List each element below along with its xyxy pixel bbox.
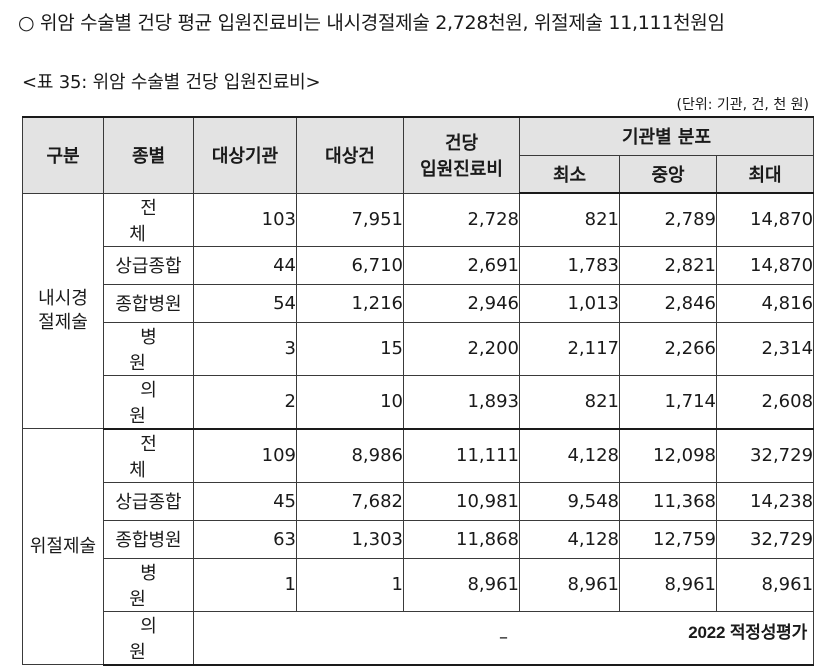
cost-cell: 2,946: [403, 283, 520, 323]
max-cell: 2,608: [715, 374, 815, 430]
median-cell: 12,759: [619, 519, 717, 559]
institutions-cell: 103: [193, 192, 297, 247]
min-cell: 8,961: [519, 557, 620, 612]
col-header-distribution: 기관별 분포: [518, 116, 815, 156]
table-row: 상급종합 45 7,682 10,981 9,548 11,368 14,238: [23, 481, 815, 521]
col-header-type: 종별: [103, 116, 194, 194]
table-row: 종합병원 54 1,216 2,946 1,013 2,846 4,816: [23, 283, 815, 323]
median-cell: 12,098: [619, 428, 717, 483]
group-label-line2: 절제술: [38, 311, 88, 333]
cases-cell: 7,682: [296, 481, 404, 521]
cases-cell: 1: [296, 557, 404, 612]
institutions-cell: 109: [193, 428, 297, 483]
type-cell: 상급종합: [103, 245, 194, 285]
no-data-cell: – 2022 적정성평가: [192, 610, 815, 666]
median-cell: 2,266: [619, 321, 717, 376]
cases-cell: 7,951: [296, 192, 404, 247]
type-cell: 전체: [103, 192, 194, 247]
max-cell: 32,729: [715, 519, 815, 559]
min-cell: 9,548: [519, 481, 620, 521]
type-cell: 종합병원: [103, 283, 194, 323]
table-row: 위절제술 전체 109 8,986 11,111 4,128 12,098 32…: [22, 428, 815, 665]
cost-table: 구분 종별 대상기관 대상건 건당 입원진료비 기관별 분포 최소 중앙 최대 …: [22, 116, 815, 666]
cost-cell: 1,893: [403, 374, 520, 430]
median-cell: 8,961: [619, 557, 717, 612]
col-header-max: 최대: [715, 154, 815, 194]
group-label-endoscopic: 내시경 절제술: [22, 192, 104, 429]
institutions-cell: 44: [193, 245, 297, 285]
median-cell: 11,368: [619, 481, 717, 521]
col-header-median: 중앙: [619, 154, 717, 194]
type-cell: 종합병원: [103, 519, 194, 559]
min-cell: 1,783: [519, 245, 620, 285]
col-header-institutions: 대상기관: [193, 116, 297, 194]
cost-cell: 10,981: [403, 481, 520, 521]
cases-cell: 15: [296, 321, 404, 376]
type-cell: 의원: [103, 610, 194, 666]
cost-cell: 2,200: [403, 321, 520, 376]
max-cell: 14,870: [715, 245, 815, 285]
group-label-line1: 내시경: [38, 288, 88, 310]
col-header-cost-line2: 입원진료비: [420, 159, 503, 181]
dash-mark: –: [499, 627, 509, 648]
col-header-min: 최소: [519, 154, 620, 194]
cases-cell: 8,986: [296, 428, 404, 483]
table-row: 종합병원 63 1,303 11,868 4,128 12,759 32,729: [23, 519, 815, 559]
max-cell: 2,314: [715, 321, 815, 376]
col-header-cases: 대상건: [296, 116, 404, 194]
min-cell: 821: [519, 192, 620, 247]
type-cell: 상급종합: [103, 481, 194, 521]
table-caption: <표 35: 위암 수술별 건당 입원진료비>: [22, 72, 321, 93]
table-row: 내시경 절제술 전체 103 7,951 2,728 821 2,789 14,…: [22, 192, 815, 429]
max-cell: 14,238: [715, 481, 815, 521]
max-cell: 32,729: [715, 428, 815, 483]
cost-cell: 8,961: [403, 557, 520, 612]
min-cell: 821: [519, 374, 620, 430]
col-header-cost-line1: 건당: [444, 133, 479, 155]
institutions-cell: 3: [193, 321, 297, 376]
cases-cell: 10: [296, 374, 404, 430]
type-cell: 의원: [103, 374, 194, 430]
cases-cell: 1,216: [296, 283, 404, 323]
median-cell: 2,846: [619, 283, 717, 323]
type-cell: 병원: [103, 557, 194, 612]
median-cell: 2,789: [619, 192, 717, 247]
col-header-cost: 건당 입원진료비: [403, 116, 520, 194]
col-header-group: 구분: [22, 116, 104, 194]
subheader-row: 최소 중앙 최대: [23, 154, 815, 194]
cost-cell: 11,868: [403, 519, 520, 559]
header-row: 구분 종별 대상기관 대상건 건당 입원진료비 기관별 분포: [22, 116, 815, 194]
institutions-cell: 54: [193, 283, 297, 323]
table-row: 의원 – 2022 적정성평가: [23, 610, 815, 666]
table-row: 상급종합 44 6,710 2,691 1,783 2,821 14,870: [23, 245, 815, 285]
institutions-cell: 1: [193, 557, 297, 612]
evaluation-watermark: 2022 적정성평가: [688, 622, 808, 642]
median-cell: 1,714: [619, 374, 717, 430]
group-label-gastrectomy: 위절제술: [22, 428, 104, 665]
table-row: 의원 2 10 1,893 821 1,714 2,608: [23, 374, 815, 430]
institutions-cell: 63: [193, 519, 297, 559]
type-cell: 전체: [103, 428, 194, 483]
cost-cell: 2,728: [403, 192, 520, 247]
min-cell: 2,117: [519, 321, 620, 376]
unit-note: (단위: 기관, 건, 천 원): [676, 97, 809, 113]
institutions-cell: 45: [193, 481, 297, 521]
cases-cell: 6,710: [296, 245, 404, 285]
max-cell: 4,816: [715, 283, 815, 323]
min-cell: 4,128: [519, 428, 620, 483]
type-cell: 병원: [103, 321, 194, 376]
table-row: 병원 3 15 2,200 2,117 2,266 2,314: [23, 321, 815, 376]
median-cell: 2,821: [619, 245, 717, 285]
summary-text: ○ 위암 수술별 건당 평균 입원진료비는 내시경절제술 2,728천원, 위절…: [18, 12, 725, 34]
min-cell: 4,128: [519, 519, 620, 559]
cases-cell: 1,303: [296, 519, 404, 559]
cost-cell: 11,111: [403, 428, 520, 483]
cost-cell: 2,691: [403, 245, 520, 285]
max-cell: 14,870: [715, 192, 815, 247]
min-cell: 1,013: [519, 283, 620, 323]
max-cell: 8,961: [715, 557, 815, 612]
institutions-cell: 2: [193, 374, 297, 430]
table-row: 병원 1 1 8,961 8,961 8,961 8,961: [23, 557, 815, 612]
